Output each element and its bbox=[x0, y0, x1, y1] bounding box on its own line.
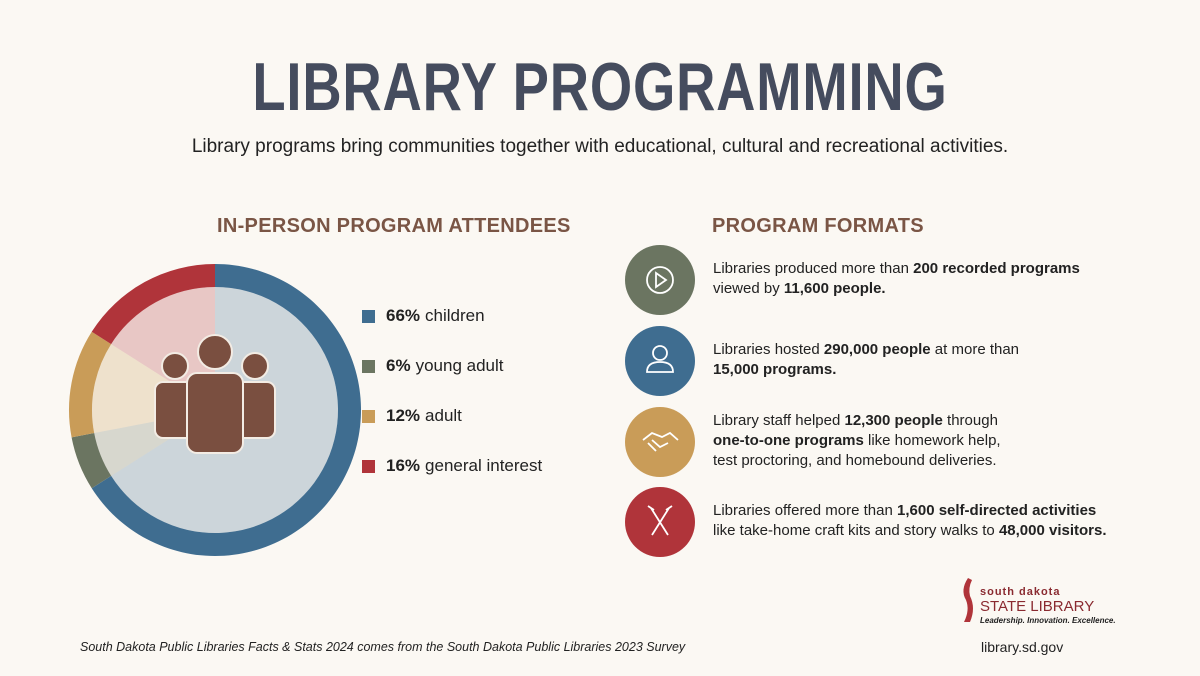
logo-line1: south dakota bbox=[980, 586, 1061, 598]
bold-text: 11,600 people. bbox=[783, 280, 886, 297]
text-line: like take-home craft kits and story walk… bbox=[713, 521, 1107, 541]
bold-text: 1,600 self-directed activities bbox=[897, 502, 1097, 519]
legend-entry: 12% adult bbox=[386, 406, 462, 426]
format-icons bbox=[625, 245, 695, 557]
footer: South Dakota Public Libraries Facts & St… bbox=[80, 640, 686, 654]
text-line: Libraries produced more than 200 recorde… bbox=[713, 259, 1080, 279]
chart-title: IN-PERSON PROGRAM ATTENDEES bbox=[217, 215, 571, 237]
text: through bbox=[942, 412, 998, 429]
legend-entry: 66% children bbox=[386, 306, 485, 326]
legend-label: adult bbox=[425, 406, 462, 425]
format-icon bbox=[625, 326, 695, 396]
text: like take-home craft kits and story walk… bbox=[713, 522, 999, 539]
legend-value: 66% bbox=[386, 306, 421, 325]
text: at more than bbox=[930, 341, 1020, 358]
text: viewed by bbox=[713, 280, 784, 297]
legend-swatch bbox=[362, 310, 375, 323]
bold-text: 200 recorded programs bbox=[913, 260, 1080, 277]
format-text: Libraries hosted 290,000 people at more … bbox=[713, 340, 1019, 380]
text-line: 15,000 programs. bbox=[713, 360, 1019, 380]
format-text: Libraries offered more than 1,600 self-d… bbox=[713, 501, 1107, 541]
legend-entry: 6% young adult bbox=[386, 356, 503, 376]
legend-value: 12% bbox=[386, 406, 421, 425]
icon-glyphs bbox=[642, 266, 679, 536]
text: like homework help, bbox=[863, 432, 1001, 449]
text: test proctoring, and homebound deliverie… bbox=[713, 452, 997, 469]
bold-text: 48,000 visitors. bbox=[998, 522, 1107, 539]
bold-text: 15,000 programs. bbox=[713, 361, 837, 378]
logo-tagline: Leadership. Innovation. Excellence. bbox=[980, 616, 1116, 625]
bold-text: 12,300 people bbox=[844, 412, 943, 429]
text-line: one-to-one programs like homework help, bbox=[713, 431, 1001, 451]
legend-label: young adult bbox=[415, 356, 504, 375]
legend-swatch bbox=[362, 410, 375, 423]
text: Library staff helped bbox=[713, 412, 845, 429]
format-icon bbox=[625, 407, 695, 477]
legend-entry: 16% general interest bbox=[386, 456, 542, 476]
legend-swatch bbox=[362, 460, 375, 473]
donut-segment bbox=[69, 331, 112, 438]
legend-swatch bbox=[362, 360, 375, 373]
legend-label: children bbox=[425, 306, 485, 325]
legend-value: 16% bbox=[386, 456, 421, 475]
format-icon bbox=[625, 245, 695, 315]
subtitle: Library programs bring communities toget… bbox=[191, 136, 1009, 157]
people-icon bbox=[154, 334, 276, 454]
text-line: Libraries offered more than 1,600 self-d… bbox=[713, 501, 1107, 521]
logo-mark bbox=[963, 578, 973, 622]
text: Libraries produced more than bbox=[713, 260, 914, 277]
title: LIBRARY PROGRAMMING bbox=[252, 49, 948, 125]
format-text: Libraries produced more than 200 recorde… bbox=[713, 259, 1080, 299]
donut-segment bbox=[91, 264, 215, 345]
bold-text: 290,000 people bbox=[823, 341, 931, 358]
legend-label: general interest bbox=[425, 456, 543, 475]
text-line: viewed by 11,600 people. bbox=[713, 279, 1080, 299]
section-title: PROGRAM FORMATS bbox=[712, 215, 924, 237]
legend-value: 6% bbox=[386, 356, 411, 375]
text-line: Library staff helped 12,300 people throu… bbox=[713, 411, 1001, 431]
url: library.sd.gov bbox=[981, 639, 1064, 655]
bold-text: one-to-one programs bbox=[713, 432, 864, 449]
text-line: Libraries hosted 290,000 people at more … bbox=[713, 340, 1019, 360]
logo-line2: STATE LIBRARY bbox=[980, 598, 1095, 615]
text: Libraries offered more than bbox=[713, 502, 897, 519]
format-text: Library staff helped 12,300 people throu… bbox=[713, 411, 1001, 471]
donut-segment bbox=[71, 433, 112, 489]
text: Libraries hosted bbox=[713, 341, 824, 358]
text-line: test proctoring, and homebound deliverie… bbox=[713, 451, 1001, 471]
